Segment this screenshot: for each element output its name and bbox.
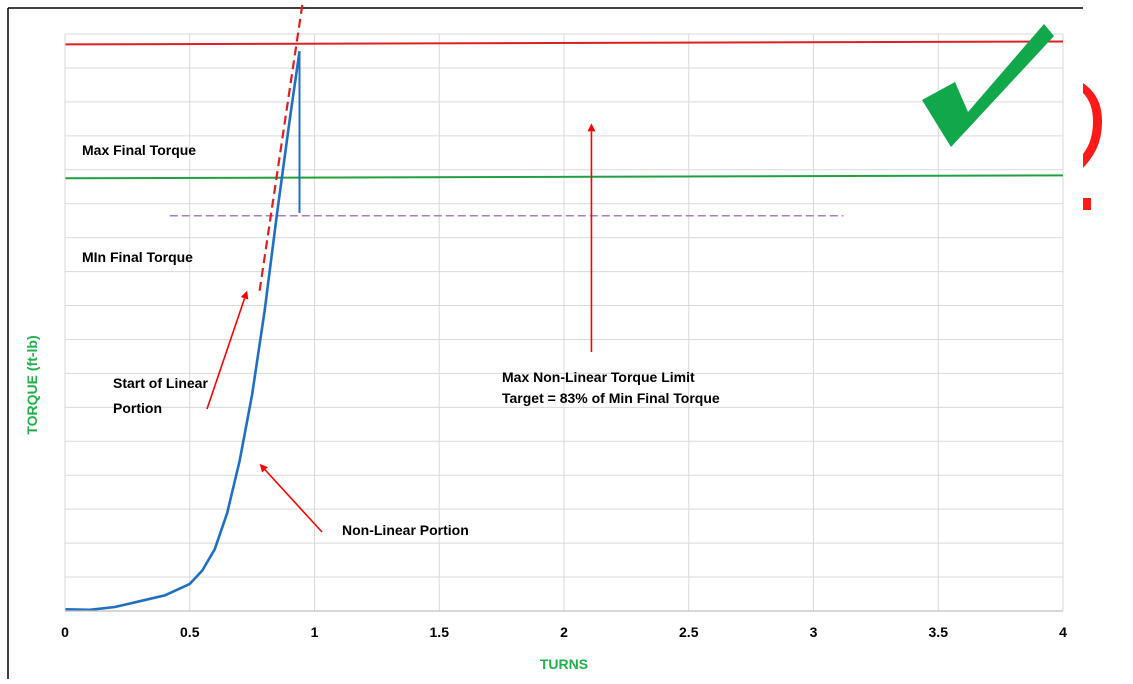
reference-lines — [64, 40, 1064, 217]
x-tick-label: 2.5 — [679, 624, 699, 640]
red-stamp-mark — [1083, 83, 1102, 168]
annotations: Max Final Torque MIn Final Torque Start of… — [82, 123, 720, 538]
y-axis-title: TORQUE (ft-lb) — [24, 335, 40, 434]
max-final-torque-label: Max Final Torque — [82, 142, 196, 158]
x-tick-label: 1 — [311, 624, 319, 640]
data-series — [64, 0, 305, 612]
x-axis-title: TURNS — [540, 656, 588, 672]
reference-line-min-final-torque — [64, 174, 1064, 180]
x-tick-label: 3.5 — [929, 624, 949, 640]
reference-line-max-final-torque — [64, 40, 1064, 46]
x-tick-label: 0.5 — [180, 624, 200, 640]
non-linear-limit-label: Max Non-Linear Torque Limit Target = 83% … — [502, 369, 720, 406]
min-final-torque-label: MIn Final Torque — [82, 249, 193, 265]
linear-trend-line — [258, 0, 305, 291]
start-of-linear-arrow — [206, 290, 249, 410]
grid-lines — [65, 33, 1064, 611]
decorations — [922, 24, 1102, 210]
x-tick-label: 0 — [61, 624, 69, 640]
x-tick-labels: 0 0.5 1 1.5 2 2.5 3 3.5 4 — [61, 624, 1067, 640]
x-tick-label: 1.5 — [430, 624, 450, 640]
x-tick-label: 2 — [560, 624, 568, 640]
x-tick-label: 4 — [1059, 624, 1067, 640]
checkmark-icon — [922, 24, 1054, 147]
red-stamp-mark-tip — [1083, 198, 1091, 210]
x-tick-label: 3 — [810, 624, 818, 640]
torque-curve — [64, 51, 301, 612]
non-linear-portion-label: Non-Linear Portion — [342, 522, 469, 538]
start-of-linear-label: Start of Linear Portion — [113, 375, 208, 416]
non-linear-portion-arrow — [259, 463, 323, 533]
axes — [64, 34, 1063, 612]
non-linear-limit-arrow — [587, 123, 596, 352]
